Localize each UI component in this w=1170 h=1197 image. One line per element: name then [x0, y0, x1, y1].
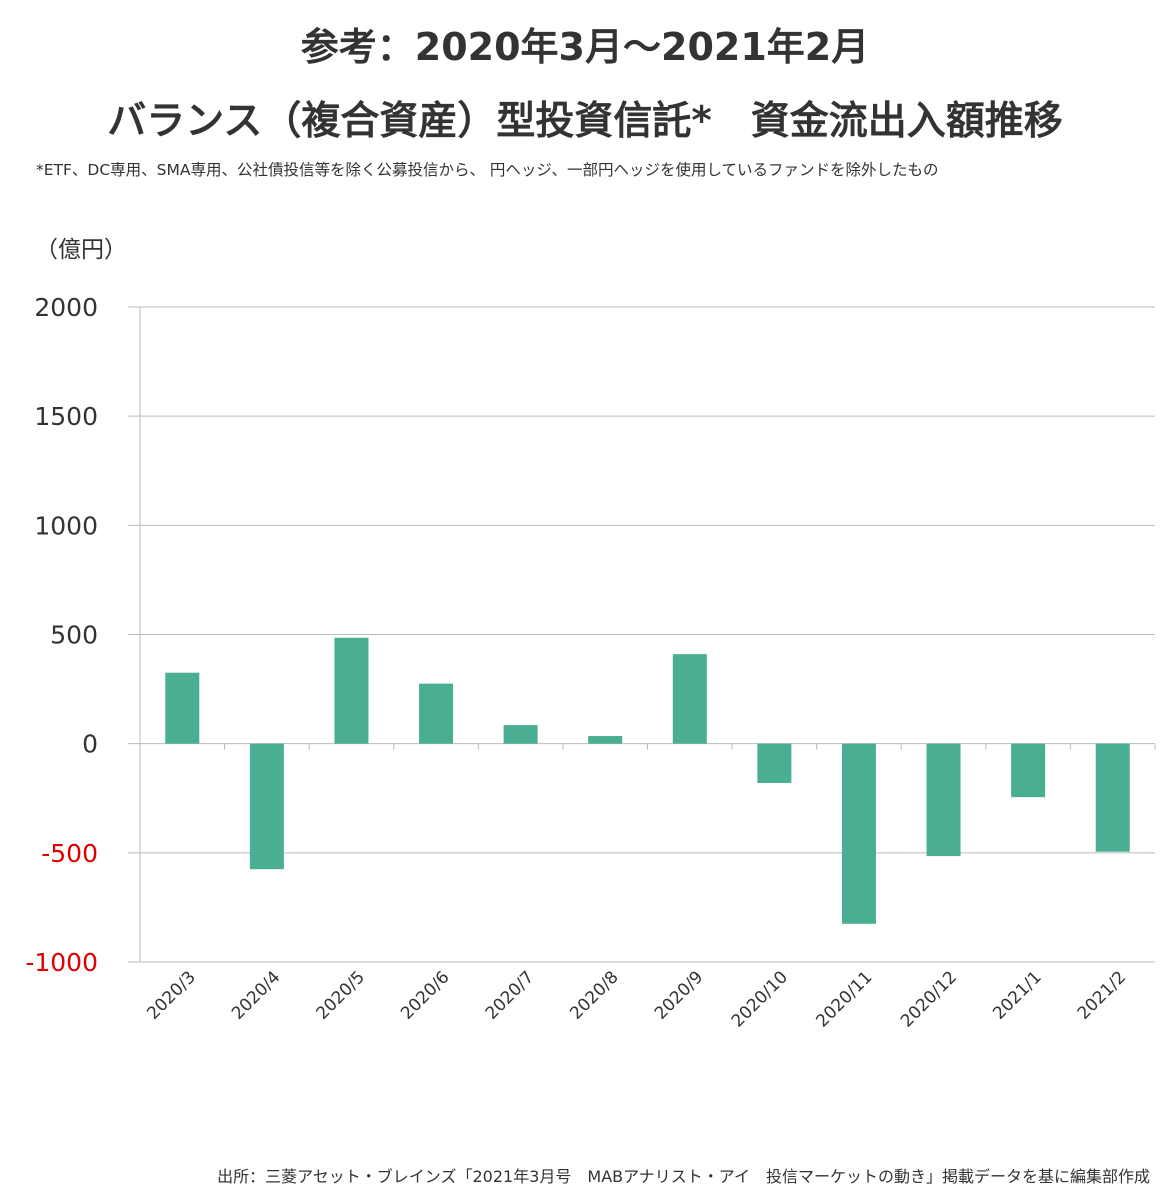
chart-title-line1: 参考：2020年3月～2021年2月	[300, 25, 870, 69]
bars	[165, 637, 1130, 924]
gridlines	[128, 306, 1156, 963]
y-tick-label: 1500	[34, 402, 98, 431]
y-tick-label: 0	[82, 730, 98, 759]
bar	[1011, 743, 1046, 798]
x-tick-label: 2020/12	[897, 967, 961, 1031]
y-tick-label: 2000	[34, 293, 98, 322]
x-tick-label: 2020/8	[566, 967, 622, 1023]
source-credit: 出所：三菱アセット・ブレインズ「2021年3月号 MABアナリスト・アイ 投信マ…	[217, 1167, 1150, 1186]
y-tick-label: -500	[41, 839, 98, 868]
bar	[419, 683, 454, 744]
bar	[672, 654, 707, 744]
bar	[165, 672, 200, 744]
y-axis: 2000 1500 1000 500 0 -500 -1000	[25, 293, 98, 977]
x-tick-label: 2020/3	[143, 967, 199, 1023]
y-axis-unit-label: （億円）	[35, 237, 127, 263]
bar	[588, 736, 623, 744]
bar	[757, 743, 792, 783]
chart-footnote: *ETF、DC専用、SMA専用、公社債投信等を除く公募投信から、 円ヘッジ、一部…	[36, 161, 939, 179]
x-tick-label: 2020/4	[228, 967, 284, 1023]
bar	[841, 743, 876, 924]
bar	[1095, 743, 1130, 852]
bar	[334, 637, 369, 744]
y-tick-label: 500	[50, 621, 98, 650]
x-tick-label: 2021/2	[1074, 967, 1130, 1023]
x-tick-label: 2020/5	[313, 967, 369, 1023]
bar	[249, 743, 284, 870]
x-tick-label: 2021/1	[989, 967, 1045, 1023]
y-tick-label: 1000	[34, 511, 98, 540]
x-tick-label: 2020/9	[651, 967, 707, 1023]
x-axis-labels: 2020/3 2020/4 2020/5 2020/6 2020/7 2020/8 2020…	[143, 967, 1130, 1031]
x-tick-label: 2020/10	[728, 967, 792, 1031]
x-tick-label: 2020/11	[812, 967, 876, 1031]
bar	[926, 743, 961, 857]
bar	[503, 725, 538, 744]
y-tick-label: -1000	[25, 948, 98, 977]
x-tick-label: 2020/7	[482, 967, 538, 1023]
chart-title-line2: バランス（複合資産）型投資信託* 資金流出入額推移	[107, 99, 1063, 144]
x-tick-label: 2020/6	[397, 967, 453, 1023]
